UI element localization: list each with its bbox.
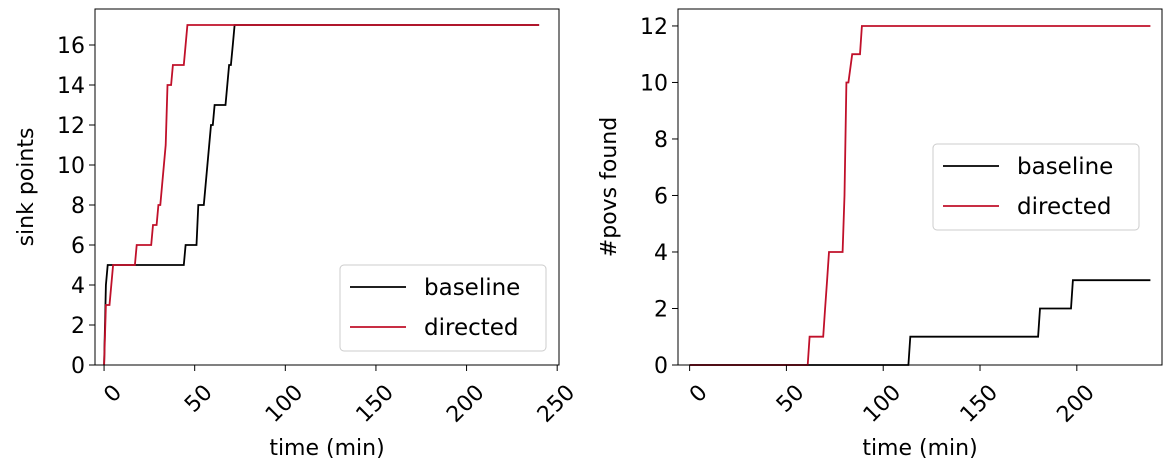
- y-tick-label: 2: [71, 314, 85, 339]
- legend-label-baseline: baseline: [1017, 154, 1113, 180]
- y-tick-label: 8: [654, 128, 668, 153]
- plot-area: [103, 24, 540, 366]
- x-axis: 0 50 100 150 200 250: [99, 365, 580, 428]
- legend-label-directed: directed: [1017, 194, 1112, 220]
- x-tick-label: 100: [859, 380, 906, 427]
- x-tick-label: 150: [956, 380, 1003, 427]
- x-tick-label: 50: [180, 380, 217, 417]
- y-tick-label: 0: [654, 354, 668, 379]
- y-tick-label: 12: [57, 114, 85, 139]
- y-tick-label: 8: [71, 194, 85, 219]
- legend: baseline directed: [932, 143, 1140, 231]
- y-tick-label: 6: [71, 234, 85, 259]
- x-axis-label: time (min): [862, 436, 977, 461]
- y-tick-label: 16: [57, 34, 85, 59]
- series-line-baseline: [103, 24, 540, 366]
- y-axis-label: sink points: [14, 128, 39, 247]
- plot-frame: [677, 8, 1163, 366]
- y-tick-label: 14: [57, 74, 85, 99]
- x-tick-label: 150: [352, 380, 399, 427]
- y-axis-label: #povs found: [597, 117, 622, 257]
- y-tick-label: 4: [654, 241, 668, 266]
- legend-label-directed: directed: [424, 315, 519, 341]
- chart-sink-points: 0 50 100 150 200 250 0 2 4 6 8 10 12 14 16 time (min)…: [14, 8, 580, 461]
- y-tick-label: 4: [71, 274, 85, 299]
- x-tick-label: 50: [772, 380, 809, 417]
- x-tick-label: 250: [533, 380, 580, 427]
- y-tick-label: 0: [71, 354, 85, 379]
- y-axis: 0 2 4 6 8 10 12 14 16: [57, 34, 95, 379]
- y-tick-label: 6: [654, 184, 668, 209]
- y-axis: 0 2 4 6 8 10 12: [640, 15, 678, 379]
- plot-frame: [94, 8, 560, 366]
- y-tick-label: 2: [654, 297, 668, 322]
- plot-area: [689, 25, 1151, 366]
- series-line-directed: [689, 25, 1151, 366]
- series-line-baseline: [689, 279, 1151, 366]
- x-tick-label: 0: [99, 380, 127, 408]
- y-tick-label: 10: [640, 71, 668, 96]
- chart-povs-found: 0 50 100 150 200 0 2 4 6 8 10 12 time (min) #povs …: [597, 8, 1163, 461]
- y-tick-label: 12: [640, 15, 668, 40]
- x-tick-label: 0: [685, 380, 713, 408]
- x-tick-label: 100: [261, 380, 308, 427]
- legend: baseline directed: [339, 264, 547, 352]
- x-tick-label: 200: [442, 380, 489, 427]
- series-line-directed: [103, 24, 540, 366]
- x-axis-label: time (min): [269, 436, 384, 461]
- x-tick-label: 200: [1052, 380, 1099, 427]
- y-tick-label: 10: [57, 154, 85, 179]
- legend-label-baseline: baseline: [424, 275, 520, 301]
- x-axis: 0 50 100 150 200: [685, 365, 1100, 428]
